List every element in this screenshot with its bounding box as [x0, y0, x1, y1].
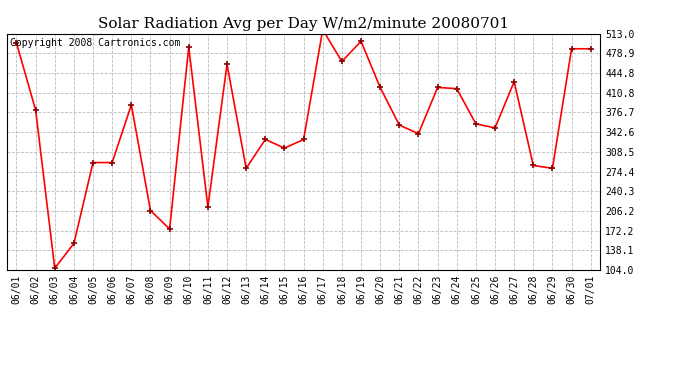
Title: Solar Radiation Avg per Day W/m2/minute 20080701: Solar Radiation Avg per Day W/m2/minute … [98, 17, 509, 31]
Text: Copyright 2008 Cartronics.com: Copyright 2008 Cartronics.com [10, 39, 180, 48]
